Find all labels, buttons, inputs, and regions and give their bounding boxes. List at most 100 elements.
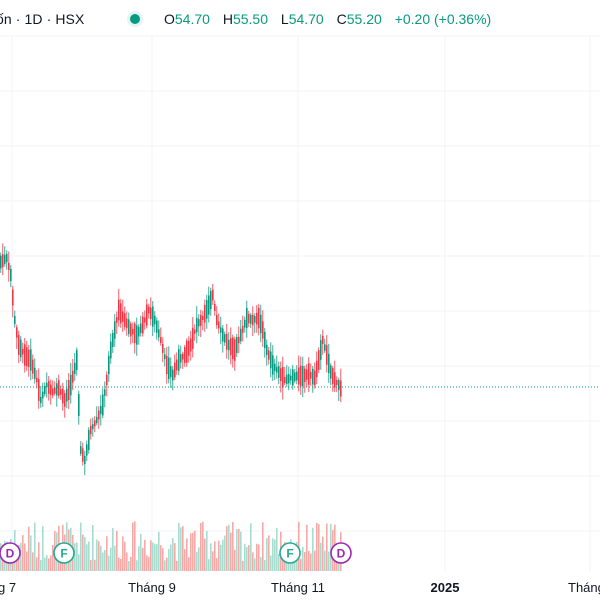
volume-bar <box>82 534 84 571</box>
candle-body <box>296 371 298 381</box>
volume-bar <box>44 557 46 571</box>
volume-bar <box>42 526 44 571</box>
volume-bar <box>38 542 40 571</box>
marker-label: F <box>60 547 67 561</box>
volume-bar <box>20 542 22 571</box>
candle-body <box>112 332 114 348</box>
candle-body <box>208 295 210 315</box>
volume-bar <box>226 526 228 571</box>
volume-bar <box>30 535 32 571</box>
volume-bar <box>184 549 186 571</box>
symbol-title[interactable]: ốn · 1D · HSX <box>0 11 85 27</box>
candle-body <box>12 289 14 306</box>
candle-body <box>148 306 150 314</box>
volume-bar <box>300 558 302 571</box>
time-axis-label: g 7 <box>0 580 16 595</box>
earnings-marker[interactable]: F <box>279 542 301 564</box>
candle-body <box>42 391 44 399</box>
candle-body <box>182 353 184 360</box>
time-axis-label: Tháng <box>568 580 600 595</box>
candle-body <box>154 315 156 325</box>
volume-bar <box>78 554 80 571</box>
candle-body <box>152 306 154 327</box>
candle-body <box>302 366 304 386</box>
candle-body <box>174 362 176 378</box>
candle-body <box>292 369 294 386</box>
volume-bar <box>252 552 254 571</box>
candle-body <box>212 289 214 301</box>
volume-bar <box>112 527 114 571</box>
candle-body <box>294 372 296 381</box>
volume-bar <box>90 559 92 571</box>
volume-bar <box>306 524 308 571</box>
candle-body <box>66 388 68 402</box>
candle-body <box>140 323 142 334</box>
candle-body <box>146 304 148 326</box>
candle-body <box>224 334 226 343</box>
candle-body <box>256 312 258 325</box>
volume-bar <box>22 535 24 571</box>
volume-bar <box>216 558 218 571</box>
low-key: L <box>280 11 289 27</box>
candle-body <box>56 383 58 396</box>
candle-body <box>142 316 144 334</box>
candle-body <box>130 323 132 337</box>
volume-bar <box>242 560 244 571</box>
candle-body <box>268 350 270 360</box>
volume-bar <box>34 522 36 571</box>
volume-bar <box>272 538 274 571</box>
candle-body <box>120 303 122 324</box>
candle-body <box>32 359 34 374</box>
candle-body <box>150 307 152 320</box>
volume-bar <box>222 539 224 571</box>
candle-body <box>82 448 84 462</box>
candle-body <box>10 269 12 281</box>
marker-circle <box>53 542 75 564</box>
low-value: 54.70 <box>288 11 324 27</box>
volume-bar <box>264 560 266 571</box>
candle-body <box>180 354 182 363</box>
time-axis-label: Tháng 9 <box>128 580 176 595</box>
volume-bar <box>36 557 38 571</box>
volume-bar <box>26 551 28 571</box>
candle-body <box>240 328 242 342</box>
volume-bar <box>220 544 222 571</box>
volume-bar <box>254 558 256 571</box>
time-axis[interactable]: g 7 Tháng 9 Tháng 11 2025 Tháng <box>0 580 600 595</box>
earnings-marker[interactable]: F <box>53 542 75 564</box>
candle-body <box>84 455 86 465</box>
volume-bar <box>198 547 200 571</box>
candle-body <box>20 339 22 358</box>
dividend-marker[interactable]: D <box>330 542 352 564</box>
candle-body <box>264 331 266 349</box>
volume-bar <box>244 543 246 571</box>
volume-bar <box>32 552 34 571</box>
candle-body <box>138 326 140 337</box>
candle-body <box>172 369 174 381</box>
volume-bar <box>100 545 102 571</box>
volume-bar <box>110 547 112 571</box>
volume-bar <box>236 529 238 571</box>
candle-body <box>248 314 250 324</box>
candle-body <box>176 359 178 371</box>
candle-body <box>16 327 18 338</box>
candle-body <box>62 388 64 404</box>
dividend-marker[interactable]: D <box>0 542 21 564</box>
candle-body <box>232 337 234 360</box>
volume-bar <box>84 537 86 571</box>
volume-bar <box>250 523 252 571</box>
candle-body <box>110 341 112 359</box>
volume-bar <box>238 528 240 571</box>
volume-bar <box>266 538 268 571</box>
candle-body <box>202 315 204 321</box>
candle-body <box>200 314 202 326</box>
volume-bar <box>122 536 124 571</box>
candle-body <box>196 317 198 333</box>
candle-body <box>270 351 272 369</box>
candle-body <box>298 367 300 385</box>
volume-bar <box>108 555 110 571</box>
volume-bar <box>182 526 184 571</box>
ohlc-readout: O54.70 H55.50 L54.70 C55.20 +0.20 (+0.36… <box>164 11 500 27</box>
